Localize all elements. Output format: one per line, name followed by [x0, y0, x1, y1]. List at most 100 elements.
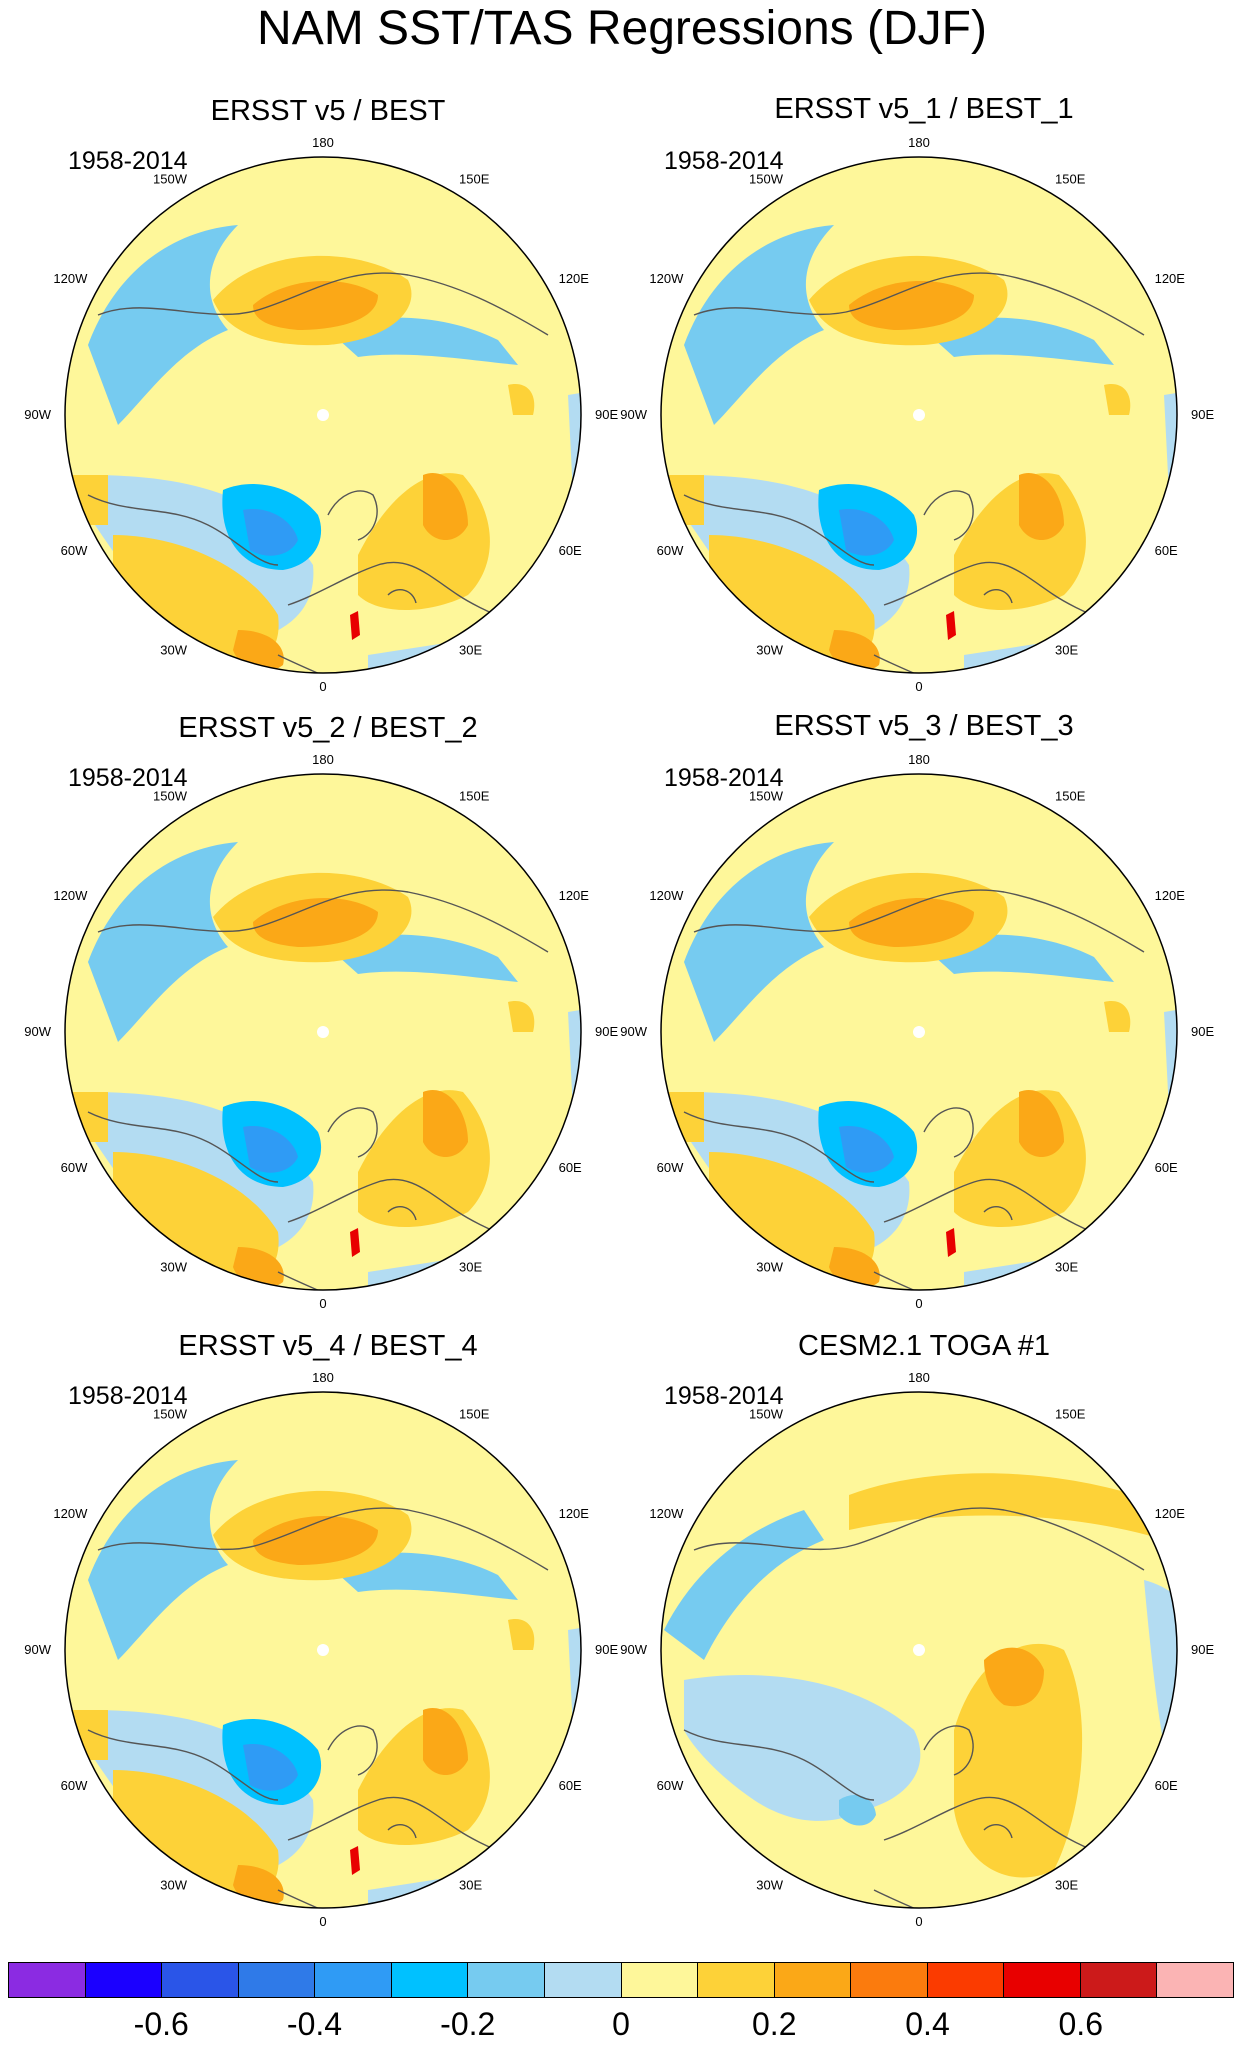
figure-title: NAM SST/TAS Regressions (DJF): [257, 2, 987, 55]
panel-title: ERSST v5_3 / BEST_3: [774, 710, 1074, 742]
colorbar-swatch: [315, 1963, 392, 1997]
longitude-label: 30E: [459, 643, 482, 658]
colorbar-tick-label: -0.6: [133, 2006, 189, 2042]
longitude-label: 30W: [756, 1260, 783, 1275]
longitude-label: 150E: [1055, 1406, 1086, 1421]
panel-period: 1958-2014: [68, 1382, 188, 1410]
map-boundary: [660, 156, 1178, 674]
longitude-label: 30E: [459, 1878, 482, 1893]
contour-region: [664, 1510, 824, 1660]
longitude-label: 60W: [657, 1778, 684, 1793]
longitude-label: 90W: [620, 1024, 647, 1039]
colorbar: [8, 1962, 1234, 1998]
longitude-label: 0: [915, 1914, 922, 1929]
longitude-label: 30W: [756, 1878, 783, 1893]
colorbar-swatch: [698, 1963, 775, 1997]
map-panel: ERSST v5_2 / BEST_2 1958-2014 180 150E 120E 9…: [24, 712, 628, 1332]
longitude-label: 150E: [459, 788, 490, 803]
longitude-label: 150W: [153, 171, 188, 186]
longitude-label: 60E: [559, 543, 582, 558]
colorbar-swatch: [162, 1963, 239, 1997]
contour-region: [839, 1126, 894, 1173]
longitude-label: 120W: [53, 1506, 88, 1521]
longitude-label: 30E: [1055, 1260, 1078, 1275]
colorbar-swatch: [391, 1963, 469, 1997]
longitude-label: 60W: [657, 543, 684, 558]
longitude-label: 120E: [1155, 1506, 1186, 1521]
longitude-label: 90W: [620, 407, 647, 422]
longitude-label: 90E: [595, 407, 618, 422]
colorbar-swatch: [468, 1963, 545, 1997]
longitude-label: 90W: [24, 1024, 51, 1039]
panel-title: CESM2.1 TOGA #1: [798, 1330, 1050, 1362]
colorbar-swatch: [621, 1963, 699, 1997]
contour-region: [508, 1001, 535, 1032]
longitude-label: 120E: [559, 271, 590, 286]
longitude-label: 0: [915, 679, 922, 694]
longitude-label: 30E: [459, 1260, 482, 1275]
contour-region: [243, 1744, 298, 1791]
contour-region: [243, 1126, 298, 1173]
contour-region: [423, 1708, 468, 1775]
longitude-label: 180: [908, 752, 930, 767]
contour-region: [954, 1643, 1083, 1878]
longitude-label: 60E: [1155, 543, 1178, 558]
map-boundary: [64, 773, 582, 1291]
contour-region: [88, 1460, 238, 1660]
longitude-label: 90W: [620, 1642, 647, 1657]
contour-region: [243, 509, 298, 556]
colorbar-swatch: [9, 1963, 86, 1997]
map-panel: ERSST v5 / BEST 1958-2014 180 150E 120E 90E 60…: [24, 95, 628, 715]
polar-map: 180 150E 120E 90E 60E 30E 0 30W 60W 90W 120W 150W: [620, 1370, 1214, 1929]
contour-region: [839, 1795, 876, 1826]
longitude-label: 180: [908, 135, 930, 150]
longitude-label: 120W: [649, 888, 684, 903]
longitude-label: 180: [312, 1370, 334, 1385]
longitude-label: 60W: [61, 1778, 88, 1793]
longitude-label: 0: [319, 1296, 326, 1311]
colorbar-swatch: [1157, 1963, 1233, 1997]
longitude-label: 90W: [24, 407, 51, 422]
longitude-label: 0: [915, 1296, 922, 1311]
longitude-label: 60E: [1155, 1160, 1178, 1175]
longitude-label: 150E: [459, 1406, 490, 1421]
longitude-label: 120E: [559, 1506, 590, 1521]
contour-region: [684, 842, 834, 1042]
panel-title: ERSST v5_4 / BEST_4: [178, 1330, 478, 1362]
colorbar-swatch: [1004, 1963, 1081, 1997]
longitude-label: 120E: [1155, 888, 1186, 903]
contour-region: [1104, 384, 1131, 415]
longitude-label: 120W: [649, 271, 684, 286]
polar-map: 180 150E 120E 90E 60E 30E 0 30W 60W 90W 120W 150W: [620, 135, 1214, 694]
contour-region: [508, 384, 535, 415]
map-boundary: [660, 773, 1178, 1291]
map-panel: ERSST v5_1 / BEST_1 1958-2014 180 150E 120E 9…: [620, 93, 1224, 715]
north-pole-marker: [913, 409, 925, 421]
panel-title: ERSST v5 / BEST: [210, 95, 446, 127]
contour-region: [849, 1473, 1164, 1540]
map-panel: ERSST v5_4 / BEST_4 1958-2014 180 150E 120E 9…: [24, 1330, 628, 1950]
longitude-label: 150E: [459, 171, 490, 186]
longitude-label: 60W: [61, 543, 88, 558]
longitude-label: 30E: [1055, 1878, 1078, 1893]
map-boundary: [660, 1391, 1178, 1909]
north-pole-marker: [317, 409, 329, 421]
longitude-label: 120W: [649, 1506, 684, 1521]
polar-map: 180 150E 120E 90E 60E 30E 0 30W 60W 90W 120W 150W: [620, 752, 1214, 1311]
longitude-label: 150W: [749, 1406, 784, 1421]
contour-region: [1104, 1001, 1131, 1032]
contour-region: [88, 842, 238, 1042]
longitude-label: 30W: [756, 643, 783, 658]
longitude-label: 150W: [153, 788, 188, 803]
contour-region: [253, 898, 378, 947]
longitude-label: 90E: [595, 1024, 618, 1039]
north-pole-marker: [317, 1644, 329, 1656]
colorbar-tick-label: 0.4: [905, 2006, 950, 2042]
longitude-label: 60E: [559, 1160, 582, 1175]
contour-region: [849, 281, 974, 330]
colorbar-tick-label: 0: [612, 2006, 630, 2042]
panel-period: 1958-2014: [68, 147, 188, 175]
polar-map: 180 150E 120E 90E 60E 30E 0 30W 60W 90W 120W 150W: [24, 1370, 618, 1929]
contour-region: [684, 225, 834, 425]
contour-region: [946, 611, 956, 640]
